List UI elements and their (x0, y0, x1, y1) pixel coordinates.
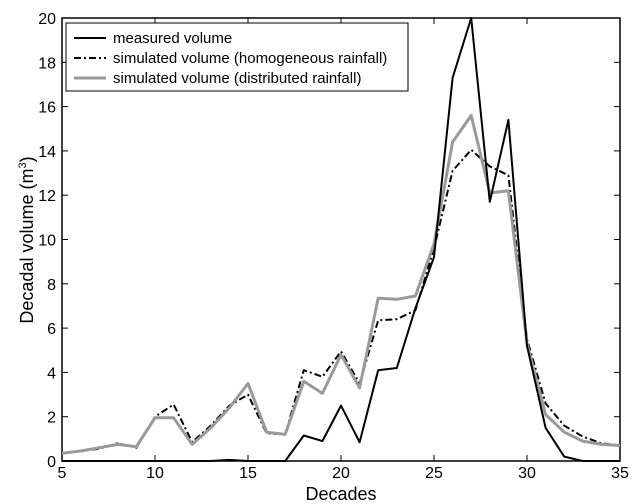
plot-area (61, 17, 621, 462)
y-axis-title-main: Decadal volume (m (17, 169, 37, 324)
x-tick-label: 30 (518, 465, 536, 482)
x-tick-label: 20 (332, 465, 350, 482)
x-tick-label: 10 (146, 465, 164, 482)
axis-ticks: 5 10 15 20 25 30 35 0 2 4 6 8 10 12 14 16 18 20 (38, 11, 629, 482)
y-tick-label: 8 (47, 277, 56, 294)
y-tick-label: 20 (38, 11, 56, 28)
x-axis-title: Decades (305, 484, 376, 504)
legend-label-measured: measured volume (113, 30, 232, 47)
x-tick-label: 5 (58, 465, 67, 482)
legend-box (65, 22, 409, 92)
legend-label-distributed: simulated volume (distributed rainfall) (113, 70, 361, 87)
legend-label-homogeneous: simulated volume (homogeneous rainfall) (113, 50, 387, 67)
y-axis-title: Decadal volume (m3) (17, 156, 37, 323)
y-tick-label: 16 (38, 100, 56, 117)
y-tick-label: 4 (47, 365, 56, 382)
y-tick-label: 18 (38, 55, 56, 72)
y-tick-label: 2 (47, 410, 56, 427)
x-tick-label: 35 (611, 465, 629, 482)
y-tick-label: 12 (38, 188, 56, 205)
x-tick-label: 25 (425, 465, 443, 482)
x-tick-label: 15 (239, 465, 257, 482)
y-tick-label: 0 (47, 454, 56, 471)
y-tick-label: 10 (38, 233, 56, 250)
y-tick-label: 6 (47, 321, 56, 338)
y-axis-title-close: ) (17, 156, 37, 162)
y-axis-title-superscript: 3 (17, 162, 29, 168)
legend: measured volume simulated volume (homoge… (65, 22, 409, 92)
y-tick-label: 14 (38, 144, 56, 161)
